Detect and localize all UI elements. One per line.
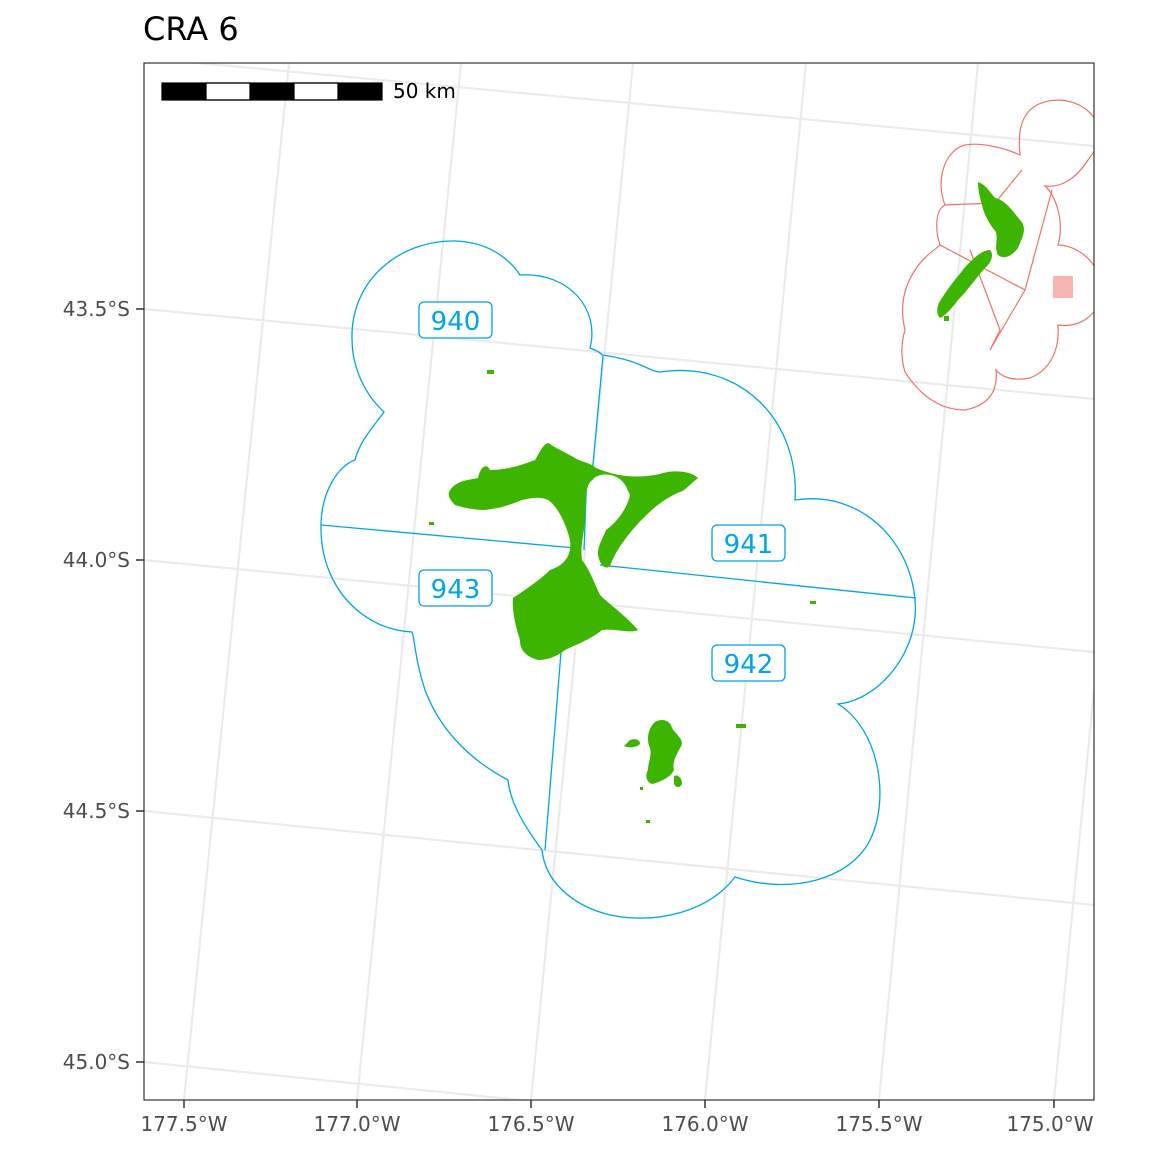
area-label-941: 941 bbox=[711, 524, 786, 562]
scale-bar-segment-2 bbox=[205, 82, 251, 101]
x-tick-label-176.5: 176.5°W bbox=[487, 1112, 574, 1136]
islet-5 bbox=[646, 820, 650, 823]
inset-north-island bbox=[978, 182, 1024, 258]
graticule-lon-175.0 bbox=[1052, 689, 1094, 1100]
inset-stewart-island bbox=[944, 316, 949, 321]
y-axis: 43.5°S 44.0°S 44.5°S 45.0°S bbox=[63, 297, 144, 1074]
chatham-island bbox=[448, 443, 698, 660]
area-label-942: 942 bbox=[711, 644, 786, 682]
inset-chatham-highlight bbox=[1053, 276, 1073, 298]
x-tick-label-175.5: 175.5°W bbox=[835, 1112, 922, 1136]
islet-1 bbox=[487, 370, 494, 374]
boundary-943-940 bbox=[320, 524, 576, 549]
x-tick-label-177.0: 177.0°W bbox=[313, 1112, 400, 1136]
x-tick-label-175.0: 175.0°W bbox=[1006, 1112, 1093, 1136]
area-label-943: 943 bbox=[418, 569, 493, 607]
pitt-island bbox=[646, 720, 682, 784]
y-tick-label-45.0: 45.0°S bbox=[63, 1050, 130, 1074]
plot-panel-border bbox=[143, 62, 1095, 1101]
graticule-lat-45.0 bbox=[144, 1060, 531, 1100]
area-label-940-text: 940 bbox=[431, 307, 481, 337]
y-tick-label-43.5: 43.5°S bbox=[63, 297, 130, 321]
graticule-lat-43.0 bbox=[186, 63, 1094, 148]
area-label-940: 940 bbox=[418, 301, 493, 339]
graticule-lat-44.0 bbox=[144, 558, 1094, 654]
te-whanga-lagoon bbox=[586, 474, 628, 556]
scale-bar-frame bbox=[161, 82, 383, 101]
inset-line-4 bbox=[989, 289, 1026, 351]
scale-bar-segment-1 bbox=[162, 83, 206, 100]
y-tick-label-44.0: 44.0°S bbox=[63, 548, 130, 572]
south-east-island bbox=[674, 775, 682, 787]
islet-4 bbox=[736, 724, 746, 728]
inset-outer-boundary bbox=[901, 99, 1094, 411]
inset-boundaries bbox=[901, 99, 1094, 411]
graticule-lat-43.5 bbox=[144, 307, 1094, 401]
x-tick-label-177.5: 177.5°W bbox=[140, 1112, 227, 1136]
scale-bar-segment-4 bbox=[293, 82, 339, 101]
islet-3 bbox=[810, 601, 816, 604]
area-label-941-text: 941 bbox=[724, 530, 774, 560]
area-label-943-text: 943 bbox=[431, 575, 481, 605]
graticule bbox=[144, 63, 1094, 1100]
boundary-942-943 bbox=[544, 639, 563, 851]
x-axis: 177.5°W 177.0°W 176.5°W 176.0°W 175.5°W … bbox=[140, 1100, 1094, 1136]
graticule-lon-175.5 bbox=[877, 63, 980, 1100]
boundary-941-942 bbox=[599, 564, 917, 599]
scale-bar-segment-5 bbox=[338, 83, 382, 100]
graticule-lon-177.5 bbox=[182, 63, 291, 1100]
map-title: CRA 6 bbox=[143, 10, 239, 48]
graticule-lat-44.5 bbox=[144, 809, 1094, 907]
plot-panel bbox=[144, 63, 1094, 1100]
graticule-lon-177.0 bbox=[355, 63, 463, 1100]
scale-bar-label: 50 km bbox=[393, 79, 456, 103]
area-label-942-text: 942 bbox=[724, 650, 774, 680]
inset-south-island bbox=[937, 250, 993, 318]
chatham-islands bbox=[429, 370, 816, 823]
islet-6 bbox=[640, 787, 643, 790]
scale-bar-segment-3 bbox=[250, 83, 294, 100]
scale-bar: 50 km bbox=[161, 79, 456, 103]
inset-new-zealand bbox=[901, 99, 1094, 411]
x-tick-label-176.0: 176.0°W bbox=[661, 1112, 748, 1136]
cra6-outer-boundary bbox=[320, 240, 917, 919]
mangere-island bbox=[624, 739, 640, 748]
islet-2 bbox=[429, 522, 434, 525]
area-labels: 940 941 942 943 bbox=[418, 301, 786, 682]
y-tick-label-44.5: 44.5°S bbox=[63, 799, 130, 823]
